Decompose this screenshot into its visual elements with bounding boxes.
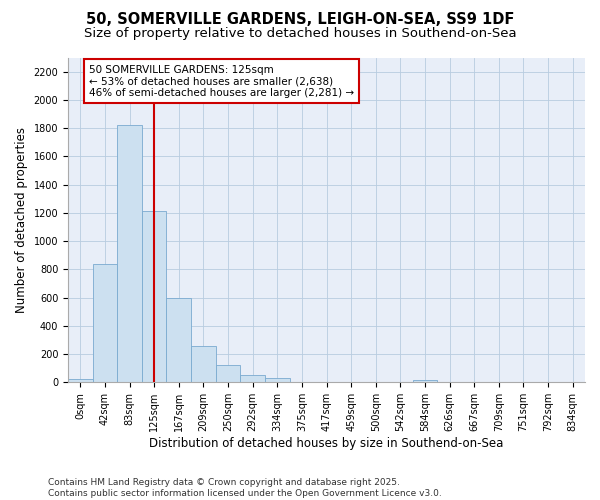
Bar <box>92 264 117 382</box>
Text: 50 SOMERVILLE GARDENS: 125sqm
← 53% of detached houses are smaller (2,638)
46% o: 50 SOMERVILLE GARDENS: 125sqm ← 53% of d… <box>89 64 354 98</box>
Bar <box>265 378 290 382</box>
Bar <box>241 376 265 382</box>
Text: Size of property relative to detached houses in Southend-on-Sea: Size of property relative to detached ho… <box>83 28 517 40</box>
Bar <box>68 379 92 382</box>
X-axis label: Distribution of detached houses by size in Southend-on-Sea: Distribution of detached houses by size … <box>149 437 504 450</box>
Bar <box>216 364 241 382</box>
Text: Contains HM Land Registry data © Crown copyright and database right 2025.
Contai: Contains HM Land Registry data © Crown c… <box>48 478 442 498</box>
Bar <box>117 126 142 382</box>
Text: 50, SOMERVILLE GARDENS, LEIGH-ON-SEA, SS9 1DF: 50, SOMERVILLE GARDENS, LEIGH-ON-SEA, SS… <box>86 12 514 28</box>
Bar <box>166 298 191 382</box>
Bar <box>142 212 166 382</box>
Bar <box>191 346 216 382</box>
Bar <box>413 380 437 382</box>
Y-axis label: Number of detached properties: Number of detached properties <box>15 127 28 313</box>
